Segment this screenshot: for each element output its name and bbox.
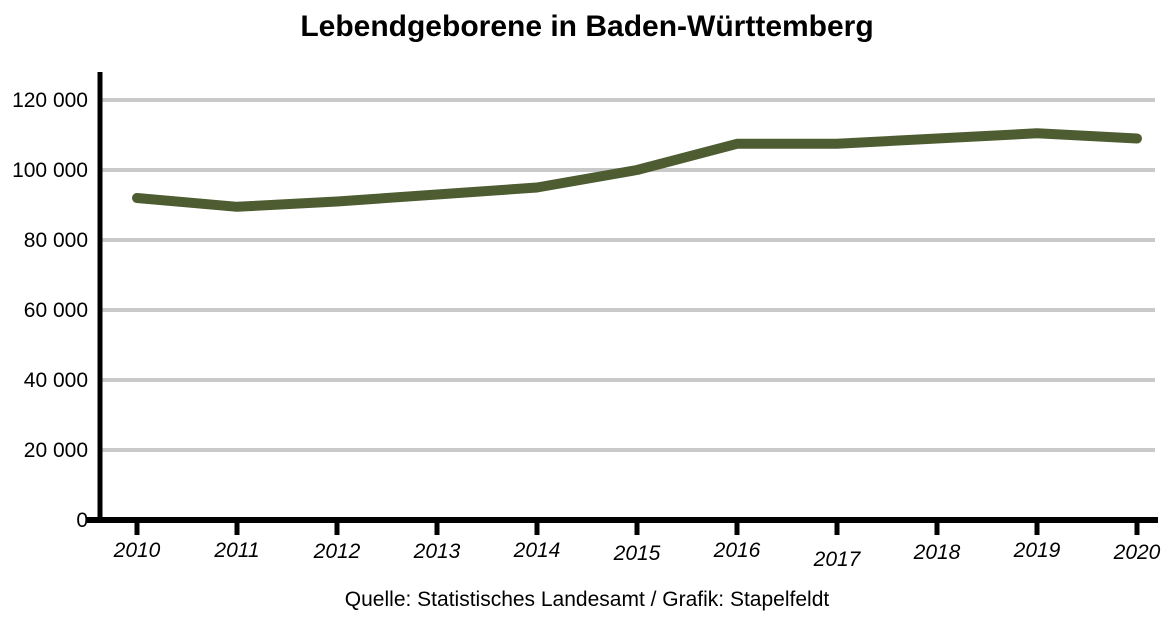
y-tick-label: 100 000 (12, 159, 88, 182)
y-tick-label: 60 000 (24, 299, 88, 322)
y-tick-label: 40 000 (24, 369, 88, 392)
x-tick-label: 2012 (313, 540, 361, 563)
x-tick-label: 2017 (813, 548, 862, 571)
y-tick-label: 120 000 (12, 89, 88, 112)
x-tick-label: 2016 (713, 539, 761, 562)
y-tick-label: 20 000 (24, 439, 88, 462)
x-tick-label: 2011 (213, 539, 259, 562)
y-tick-label: 0 (76, 509, 88, 532)
source-caption: Quelle: Statistisches Landesamt / Grafik… (344, 588, 830, 611)
x-tick-label: 2014 (513, 539, 561, 562)
chart-title: Lebendgeborene in Baden-Württemberg (300, 10, 874, 43)
y-tick-label: 80 000 (24, 229, 88, 252)
births-data-line (132, 128, 1142, 212)
x-tick-label: 2018 (913, 541, 961, 564)
x-tick-label: 2019 (1013, 539, 1061, 562)
x-tick-label: 2015 (613, 542, 661, 565)
x-tick-label: 2013 (413, 540, 461, 563)
x-tick-label: 2020 (1113, 541, 1161, 564)
x-tick-label: 2010 (113, 539, 161, 562)
